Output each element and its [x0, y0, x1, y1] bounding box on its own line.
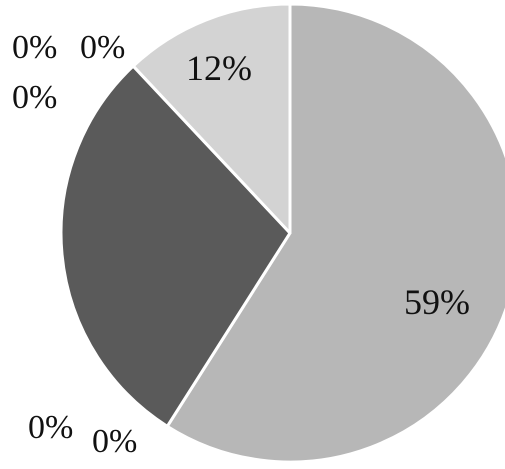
- pie-data-labels: 0% 0% 0% 12% 59% 0% 0%: [12, 29, 470, 460]
- data-label-59: 59%: [404, 282, 470, 322]
- pie-slice-2: [131, 2, 292, 235]
- data-label-0-bottom-right: 0%: [92, 423, 137, 460]
- data-label-0-bottom-left: 0%: [28, 409, 73, 446]
- data-label-12: 12%: [186, 48, 252, 88]
- pie-slices: [59, 2, 505, 464]
- data-label-0-top-left: 0%: [12, 29, 57, 66]
- pie-slice-0: [165, 2, 505, 464]
- data-label-0-left: 0%: [12, 79, 57, 116]
- pie-slice-1: [59, 64, 292, 428]
- data-label-0-top-right: 0%: [80, 29, 125, 66]
